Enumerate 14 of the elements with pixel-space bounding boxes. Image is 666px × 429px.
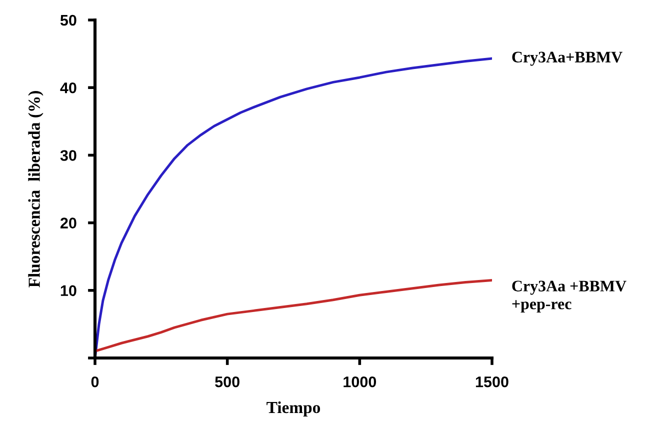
y-tick-label: 30 [60,150,76,161]
x-tick-label: 1000 [344,376,376,388]
y-tick-label: 40 [60,82,76,94]
x-tick-label: 0 [91,376,99,388]
series-label: Cry3Aa+BBMV [512,52,622,66]
y-tick-label: 20 [60,218,76,228]
x-tick-label: 500 [215,376,240,388]
x-axis-title: Tiempo [266,401,320,417]
series-label: Cry3Aa +BBMV +pep-rec [512,280,626,313]
y-tick-label: 10 [60,285,76,296]
y-axis-title: Fluorescencia liberada (%) [28,91,44,288]
y-tick-label: 50 [60,14,76,26]
x-tick-label: 1500 [476,376,508,388]
line-series [95,279,492,352]
